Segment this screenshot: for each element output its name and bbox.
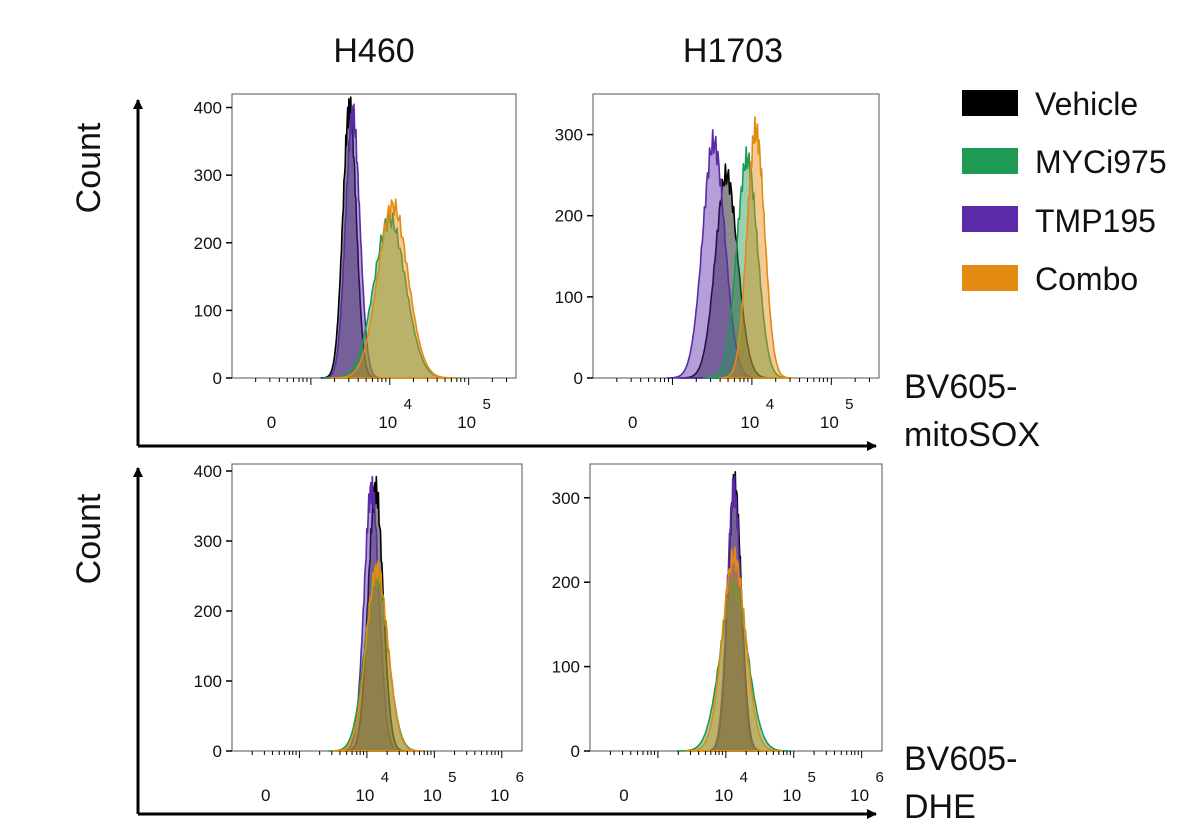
y-tick-label: 300 — [194, 532, 222, 551]
y-tick-label: 200 — [194, 234, 222, 253]
x-tick-label-exponent: 6 — [516, 769, 524, 786]
legend-swatch-tmp195 — [962, 206, 1018, 232]
y-tick-label: 0 — [213, 742, 222, 761]
x-tick-label-exponent: 5 — [845, 396, 853, 413]
x-tick-label-base: 10 — [714, 786, 733, 805]
x-tick-label: 0 — [628, 413, 637, 432]
panel-h1703-dhe: 0 100 200 300 0 10 4 10 5 10 6 — [552, 463, 884, 805]
histogram-tmp195 — [339, 475, 404, 752]
x-minor-ticks — [616, 378, 870, 385]
x-tick-label-exponent: 4 — [766, 396, 774, 413]
x-tick-label-base: 10 — [355, 786, 374, 805]
column-title-h1703: H1703 — [683, 32, 783, 70]
histogram-combo — [718, 116, 794, 379]
x-tick-label-exponent: 4 — [381, 769, 389, 786]
x-tick-label: 0 — [267, 413, 276, 432]
histogram-combo — [329, 198, 457, 379]
row1-x-axis-label-line2: mitoSOX — [904, 416, 1040, 454]
x-tick-label-base: 10 — [820, 413, 839, 432]
x-tick-label-base: 10 — [782, 786, 801, 805]
row2-axis-arrows — [133, 467, 877, 819]
histogram-combo — [684, 546, 784, 752]
histogram-vehicle — [320, 96, 379, 379]
x-tick-label-exponent: 5 — [482, 396, 490, 413]
row1-axis-arrows — [133, 99, 877, 451]
x-tick-label-base: 10 — [457, 413, 476, 432]
x-minor-ticks — [255, 378, 508, 385]
y-tick-label: 0 — [213, 369, 222, 388]
histogram-vehicle — [679, 163, 774, 379]
histogram-combo — [330, 560, 424, 752]
column-title-h460: H460 — [333, 32, 414, 70]
y-tick-label: 200 — [552, 573, 580, 592]
x-tick-label-base: 10 — [378, 413, 397, 432]
x-minor-ticks — [251, 751, 503, 758]
legend-swatch-vehicle — [962, 90, 1018, 116]
y-tick-label: 0 — [574, 369, 583, 388]
histogram-tmp195 — [322, 103, 384, 379]
x-tick-label-exponent: 6 — [875, 769, 883, 786]
x-tick-label-base: 10 — [490, 786, 509, 805]
histogram-tmp195 — [666, 129, 762, 379]
row1-y-axis-label: Count — [70, 122, 108, 213]
x-tick-label: 0 — [261, 786, 270, 805]
row2-x-axis-label-line2: DHE — [904, 788, 976, 826]
legend-label-tmp195: TMP195 — [1035, 203, 1156, 239]
y-tick-label: 100 — [194, 672, 222, 691]
x-tick-label-base: 10 — [423, 786, 442, 805]
histogram-myci975 — [676, 577, 792, 752]
y-tick-label: 0 — [571, 742, 580, 761]
y-tick-label: 300 — [552, 489, 580, 508]
legend: Vehicle MYCi975 TMP195 Combo — [962, 86, 1167, 297]
plot-frame — [231, 463, 523, 752]
panel-h1703-mitosox: 0 100 200 300 0 10 4 10 5 — [555, 93, 880, 432]
y-tick-label: 100 — [555, 288, 583, 307]
x-tick-label: 0 — [619, 786, 628, 805]
x-tick-label-exponent: 4 — [404, 396, 412, 413]
panel-h460-mitosox: 0 100 200 300 400 0 10 4 10 5 — [194, 93, 517, 432]
histogram-myci975 — [702, 146, 792, 379]
row2-y-axis-label: Count — [70, 493, 108, 584]
y-tick-label: 200 — [194, 602, 222, 621]
plot-frame — [231, 93, 517, 379]
y-tick-label: 400 — [194, 99, 222, 118]
x-tick-label-exponent: 4 — [740, 769, 748, 786]
x-tick-label-base: 10 — [850, 786, 869, 805]
legend-label-myci975: MYCi975 — [1035, 144, 1167, 180]
legend-swatch-myci975 — [962, 148, 1018, 174]
histogram-tmp195 — [704, 475, 764, 752]
y-tick-label: 200 — [555, 207, 583, 226]
y-tick-label: 300 — [194, 166, 222, 185]
panel-h460-dhe: 0 100 200 300 400 0 10 4 10 5 10 6 — [194, 462, 524, 805]
x-tick-label-base: 10 — [740, 413, 759, 432]
x-tick-label-exponent: 5 — [448, 769, 456, 786]
legend-label-vehicle: Vehicle — [1035, 86, 1138, 122]
y-tick-label: 100 — [194, 301, 222, 320]
x-minor-ticks — [609, 751, 863, 758]
row2-x-axis-label-line1: BV605- — [904, 740, 1017, 778]
histogram-vehicle — [343, 475, 408, 752]
legend-swatch-combo — [962, 265, 1018, 291]
y-tick-label: 400 — [194, 462, 222, 481]
legend-label-combo: Combo — [1035, 261, 1138, 297]
y-tick-label: 100 — [552, 658, 580, 677]
y-tick-label: 300 — [555, 126, 583, 145]
x-tick-label-exponent: 5 — [808, 769, 816, 786]
row1-x-axis-label-line1: BV605- — [904, 368, 1017, 406]
